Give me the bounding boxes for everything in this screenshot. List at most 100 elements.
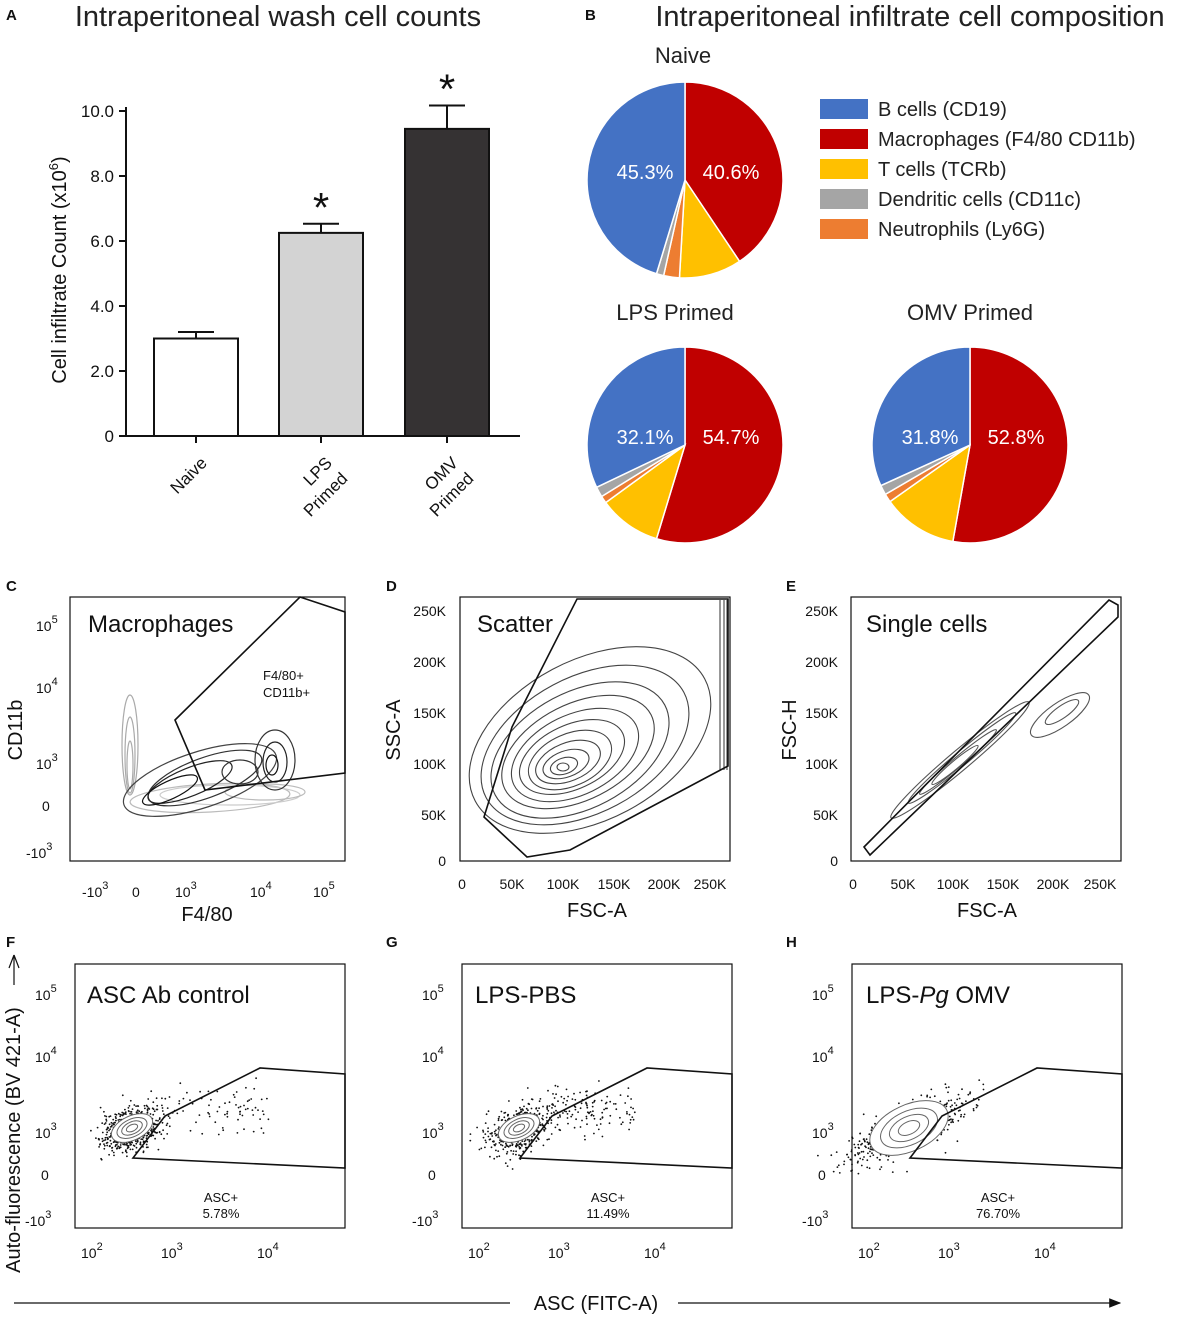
- event-dot: [168, 1125, 171, 1128]
- event-dot: [972, 1109, 975, 1112]
- event-dot: [574, 1098, 577, 1101]
- bar-y-tick-label: 10.0: [81, 102, 114, 121]
- event-dot: [947, 1091, 949, 1094]
- event-dot: [627, 1095, 629, 1098]
- event-dot: [543, 1128, 545, 1131]
- bar-chart-marks: **: [153, 65, 490, 437]
- d-xtick-150k: 150K: [598, 876, 631, 892]
- pie-0-label-b-cells: 45.3%: [617, 162, 674, 184]
- event-dot: [906, 1170, 908, 1173]
- panel-b: B Intraperitoneal infiltrate cell compos…: [585, 1, 1165, 544]
- event-dot: [114, 1113, 117, 1116]
- event-dot: [161, 1121, 164, 1124]
- event-dot: [848, 1140, 850, 1142]
- axis-c-x-ticks: -103 0 103 104 105: [82, 880, 335, 900]
- event-dot: [508, 1100, 510, 1102]
- event-dot: [105, 1128, 108, 1131]
- event-dot: [951, 1118, 954, 1121]
- event-dot: [626, 1112, 628, 1115]
- event-dot: [260, 1127, 263, 1130]
- event-dot: [146, 1109, 149, 1112]
- event-dot: [871, 1126, 873, 1129]
- density-contour: [880, 1107, 938, 1149]
- event-dot: [145, 1104, 148, 1107]
- event-dot: [106, 1141, 109, 1144]
- c-ytick-1e5: 105: [36, 614, 58, 634]
- event-dot: [117, 1112, 120, 1115]
- event-dot: [536, 1109, 539, 1112]
- d-ytick-250k: 250K: [413, 603, 446, 619]
- event-dot: [162, 1113, 165, 1116]
- fgh-ytick-0-1: 104: [35, 1045, 57, 1065]
- event-dot: [951, 1104, 953, 1107]
- event-dot: [133, 1145, 136, 1147]
- event-dot: [951, 1120, 954, 1122]
- axis-d-x-ticks: 0 50K 100K 150K 200K 250K: [458, 876, 727, 892]
- event-dot: [498, 1115, 501, 1118]
- event-dot: [497, 1117, 500, 1120]
- event-dot: [246, 1100, 249, 1103]
- event-dot: [982, 1083, 985, 1086]
- event-dot: [850, 1158, 852, 1161]
- event-dot: [498, 1141, 501, 1144]
- event-dot: [858, 1140, 861, 1143]
- event-dot: [519, 1106, 521, 1109]
- event-dot: [115, 1147, 118, 1150]
- event-dot: [867, 1147, 870, 1150]
- density-contour: [508, 1120, 530, 1136]
- panel-letter-h: H: [786, 934, 797, 951]
- shared-y-label: Auto-fluorescence (BV 421-A): [3, 1007, 25, 1273]
- event-dot: [868, 1167, 871, 1170]
- event-dot: [489, 1132, 492, 1135]
- event-dot: [119, 1115, 122, 1118]
- event-dot: [515, 1145, 518, 1148]
- fgh-xtick-0-0: 102: [81, 1241, 103, 1261]
- event-dot: [868, 1133, 871, 1136]
- event-dot: [961, 1088, 963, 1091]
- event-dot: [497, 1119, 500, 1122]
- event-dot: [207, 1090, 210, 1093]
- fgh-xtick-2-2: 104: [1034, 1241, 1056, 1261]
- event-dot: [967, 1093, 970, 1096]
- event-dot: [864, 1145, 866, 1148]
- event-dot: [157, 1119, 159, 1122]
- event-dot: [579, 1107, 582, 1110]
- e-xtick-150k: 150K: [987, 876, 1020, 892]
- bar-y-tick-label: 2.0: [90, 362, 114, 381]
- event-dot: [106, 1144, 109, 1147]
- event-dot: [133, 1104, 136, 1106]
- legend-label-1: Macrophages (F4/80 CD11b): [878, 129, 1136, 151]
- event-dot: [606, 1095, 609, 1098]
- event-dot: [153, 1110, 156, 1113]
- event-dot: [550, 1133, 553, 1135]
- axis-c-y-ticks: 105 104 103 0 -103: [26, 614, 58, 861]
- e-ytick-150k: 150K: [805, 705, 838, 721]
- event-dot: [127, 1110, 130, 1112]
- event-dot: [136, 1140, 139, 1143]
- event-dot: [259, 1118, 261, 1120]
- fgh-ytick-0-2: 103: [35, 1121, 57, 1141]
- event-dot: [104, 1139, 107, 1141]
- event-dot: [627, 1087, 630, 1089]
- event-dot: [119, 1144, 122, 1146]
- e-xtick-0: 0: [849, 876, 857, 892]
- event-dot: [109, 1145, 111, 1148]
- pie-1-label-macrophages: 54.7%: [703, 427, 760, 449]
- event-dot: [217, 1133, 220, 1136]
- event-dot: [99, 1143, 102, 1145]
- event-dot: [565, 1088, 568, 1091]
- event-dot: [556, 1085, 559, 1088]
- event-dot: [605, 1101, 608, 1104]
- event-dot: [186, 1091, 188, 1094]
- pie-title-0: Naive: [655, 43, 711, 68]
- event-dot: [152, 1126, 155, 1128]
- event-dot: [502, 1148, 505, 1151]
- event-dot: [252, 1114, 255, 1116]
- event-dot: [166, 1133, 169, 1135]
- event-dot: [139, 1143, 142, 1145]
- density-contour: [116, 1117, 148, 1139]
- bar-chart-y-label: Cell infiltrate Count (x106): [46, 156, 71, 383]
- scatter-dots-f: [90, 1077, 270, 1161]
- d-xtick-200k: 200K: [648, 876, 681, 892]
- event-dot: [850, 1150, 853, 1153]
